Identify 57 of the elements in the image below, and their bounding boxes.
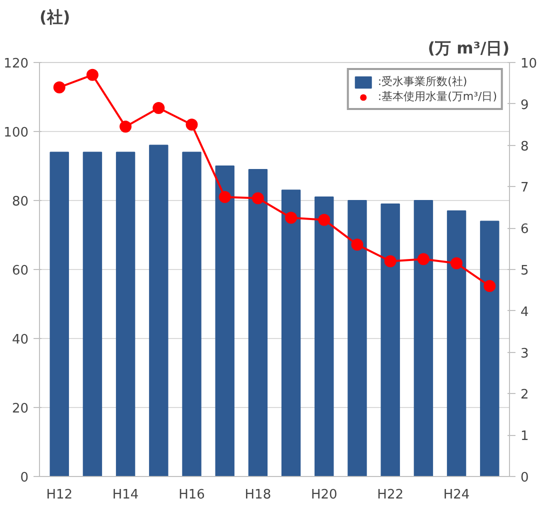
x-tick-label: H22: [377, 488, 404, 502]
point: [285, 212, 298, 224]
bar: [380, 203, 400, 476]
y2-tick-label: 5: [520, 264, 529, 278]
bar: [116, 152, 136, 476]
y-tick-label: 60: [12, 264, 29, 278]
y-tick-label: 120: [4, 56, 29, 72]
y-tick-label: 40: [12, 332, 29, 348]
legend-label: :受水事業所数(社): [378, 74, 468, 89]
y2-tick-label: 8: [520, 139, 529, 154]
point: [186, 118, 198, 131]
y2-tick-label: 9: [520, 98, 529, 113]
x-tick-label: H20: [310, 488, 338, 502]
y2-tick-label: 1: [520, 429, 529, 444]
x-tick-label: H14: [112, 488, 139, 502]
point: [318, 214, 330, 226]
bar: [348, 200, 367, 476]
y2-tick-label: 0: [520, 470, 529, 486]
bar: [314, 196, 334, 476]
bar: [281, 190, 301, 476]
legend-label: :基本使用水量(万m³/日): [378, 89, 497, 104]
y2-tick-label: 3: [520, 346, 529, 362]
y2-tick-label: 7: [520, 180, 529, 196]
bar: [248, 168, 268, 476]
point: [384, 255, 396, 268]
y-axis-title: (社): [40, 8, 70, 26]
point: [450, 257, 463, 270]
bar: [480, 220, 500, 476]
bar: [182, 152, 202, 476]
bar: [446, 210, 466, 476]
point: [417, 253, 430, 266]
point: [252, 192, 264, 204]
y-tick-label: 0: [20, 470, 29, 486]
y-tick-label: 80: [12, 194, 29, 210]
point: [86, 68, 98, 81]
y2-tick-label: 10: [520, 56, 538, 72]
y-tick-label: 100: [4, 126, 29, 140]
x-tick-label: H16: [178, 488, 205, 502]
x-tick-label: H18: [244, 488, 272, 502]
y2-tick-label: 6: [520, 222, 529, 238]
bar: [82, 152, 102, 476]
y2-axis-title: (万 m³/日): [428, 38, 510, 58]
point: [53, 81, 66, 94]
point: [120, 120, 132, 133]
y2-tick-label: 4: [520, 304, 529, 320]
bar: [414, 200, 434, 476]
y2-tick-label: 2: [520, 388, 529, 403]
bar: [215, 166, 234, 476]
bar: [50, 152, 69, 476]
x-tick-label: H24: [443, 488, 470, 502]
point: [351, 238, 364, 251]
point: [218, 191, 231, 204]
point: [484, 280, 496, 292]
point: [152, 102, 165, 114]
bar: [149, 144, 168, 476]
y-tick-label: 20: [12, 402, 29, 416]
x-tick-label: H12: [46, 488, 73, 502]
